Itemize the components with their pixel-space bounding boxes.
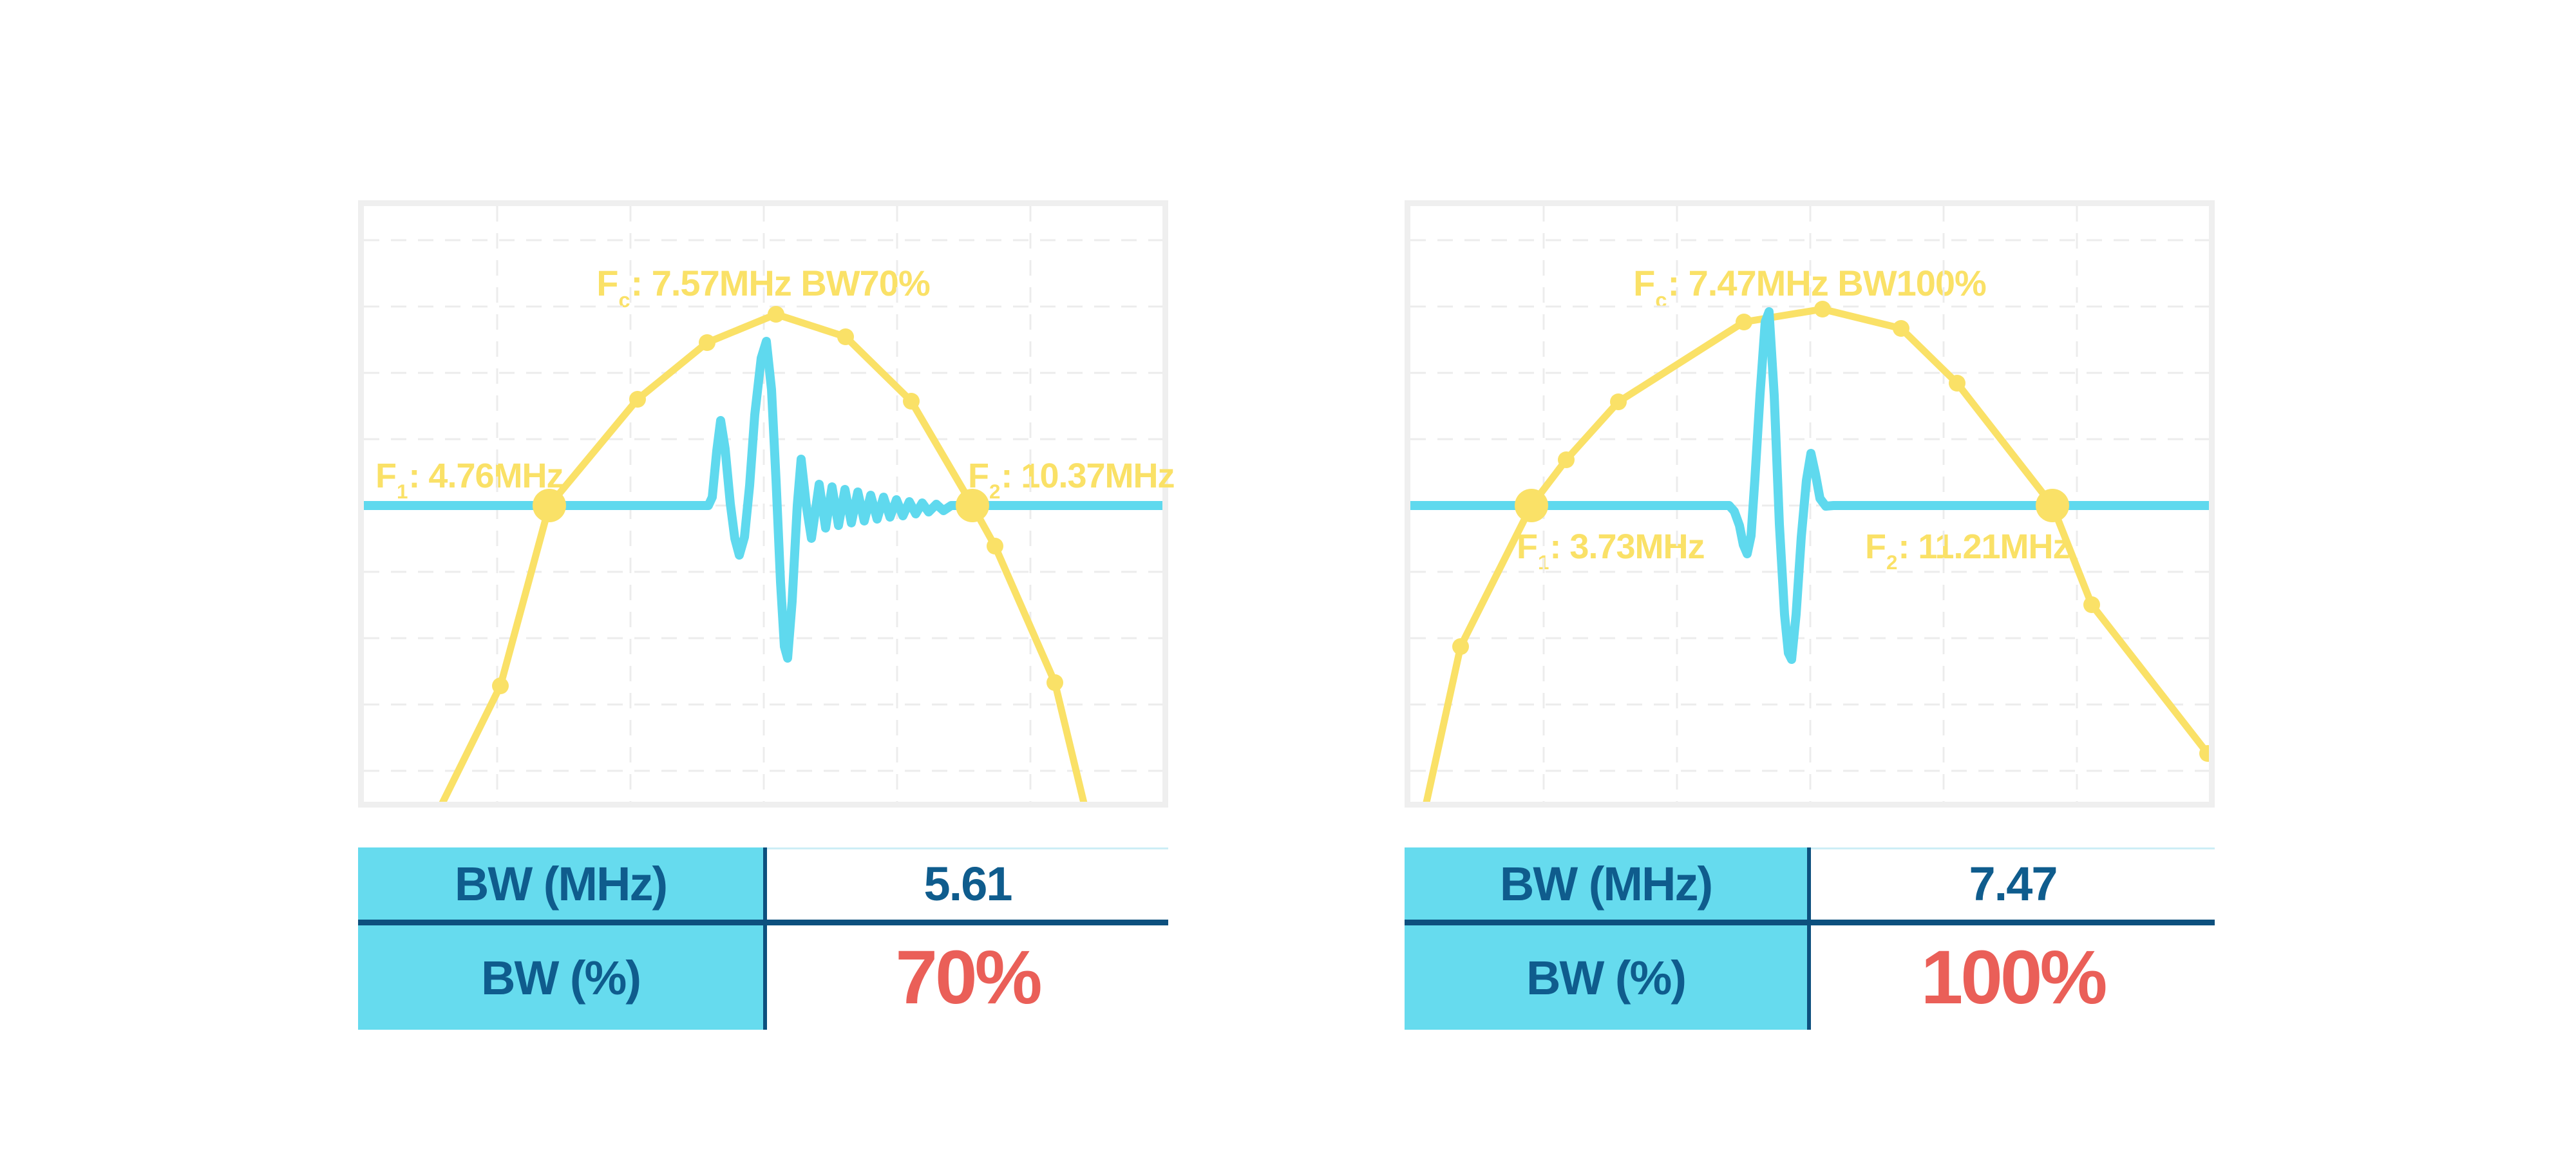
- f2-prefix: F: [1865, 527, 1886, 566]
- data-marker: [837, 328, 854, 345]
- bw-pct-label: BW (%): [481, 951, 641, 1005]
- column-divider: [763, 847, 767, 1030]
- bw-mhz-label: BW (MHz): [1499, 856, 1713, 911]
- plot-area: [364, 206, 1162, 802]
- fc-text: : 7.57MHz BW70%: [630, 263, 931, 303]
- bw-table-narrowband: BW (MHz) 5.61 BW (%) 70%: [358, 847, 1168, 1030]
- data-marker: [1046, 674, 1063, 691]
- bw-table-broadband: BW (MHz) 7.47 BW (%) 100%: [1405, 847, 2215, 1030]
- data-marker: [2083, 596, 2100, 613]
- bw-mhz-value-cell: 7.47: [1811, 847, 2215, 920]
- data-marker: [768, 306, 784, 323]
- data-marker: [492, 677, 509, 694]
- fc-annotation: Fc: 7.57MHz BW70%: [364, 263, 1162, 312]
- f1-annotation: F1: 3.73MHz: [1517, 529, 1705, 573]
- bw-mhz-label-cell: BW (MHz): [1405, 847, 1807, 920]
- bw-pct-label-cell: BW (%): [1405, 925, 1807, 1030]
- data-marker: [1893, 320, 1909, 337]
- crossing-marker: [533, 489, 566, 522]
- bw-pct-label: BW (%): [1526, 951, 1687, 1005]
- table-header-column: [358, 847, 763, 1030]
- fc-prefix: F: [1633, 263, 1655, 303]
- data-marker: [903, 393, 920, 410]
- data-marker: [1814, 301, 1831, 317]
- fc-subscript: c: [618, 288, 630, 312]
- bw-mhz-label-cell: BW (MHz): [358, 847, 763, 920]
- data-marker: [2199, 745, 2209, 762]
- chart-narrowband: Fc: 7.57MHz BW70% F1: 4.76MHz F2: 10.37M…: [358, 200, 1175, 808]
- crossing-marker: [1515, 489, 1548, 522]
- bw-mhz-value: 5.61: [923, 856, 1012, 911]
- f2-annotation: F2: 11.21MHz: [1865, 529, 2070, 573]
- f1-subscript: 1: [397, 480, 408, 504]
- chart-broadband: Fc: 7.47MHz BW100% F1: 3.73MHz F2: 11.21…: [1405, 200, 2215, 808]
- data-marker: [1558, 451, 1575, 468]
- bw-mhz-label: BW (MHz): [454, 856, 668, 911]
- bw-pct-value-cell: 100%: [1811, 925, 2215, 1030]
- f1-text: : 3.73MHz: [1549, 527, 1705, 566]
- data-marker: [699, 334, 715, 351]
- data-marker: [1949, 375, 1965, 392]
- bw-pct-value: 100%: [1920, 935, 2108, 1020]
- table-top-border: [1807, 847, 2215, 849]
- data-marker: [629, 391, 646, 408]
- spectrum-curve: [1423, 305, 2209, 802]
- data-marker: [1736, 314, 1752, 330]
- fc-annotation: Fc: 7.47MHz BW100%: [1410, 263, 2209, 312]
- table-header-column: [1405, 847, 1807, 1030]
- pulse-waveform: [1410, 307, 2209, 664]
- crossing-marker: [956, 489, 989, 522]
- f2-text: : 11.21MHz: [1898, 527, 2070, 566]
- crossing-marker: [2036, 489, 2069, 522]
- bw-mhz-value: 7.47: [1969, 856, 2058, 911]
- f1-annotation: F1: 4.76MHz: [375, 459, 564, 502]
- spectrum-curve: [439, 310, 1088, 802]
- f1-prefix: F: [375, 457, 397, 495]
- bw-pct-value: 70%: [895, 935, 1042, 1020]
- f2-subscript: 2: [1886, 551, 1897, 574]
- fc-prefix: F: [596, 263, 618, 303]
- fc-text: : 7.47MHz BW100%: [1667, 263, 1986, 303]
- f2-subscript: 2: [989, 480, 1000, 504]
- data-marker: [1452, 638, 1469, 655]
- pulse-waveform: [364, 337, 1162, 663]
- bw-pct-value-cell: 70%: [767, 925, 1168, 1030]
- bw-pct-label-cell: BW (%): [358, 925, 763, 1030]
- column-divider: [1807, 847, 1811, 1030]
- bw-mhz-value-cell: 5.61: [767, 847, 1168, 920]
- f2-prefix: F: [968, 457, 989, 495]
- data-marker: [1610, 393, 1627, 410]
- f1-text: : 4.76MHz: [408, 457, 564, 495]
- table-top-border: [763, 847, 1168, 849]
- fc-subscript: c: [1655, 288, 1667, 312]
- data-marker: [987, 538, 1003, 554]
- plot-area: [1410, 206, 2209, 802]
